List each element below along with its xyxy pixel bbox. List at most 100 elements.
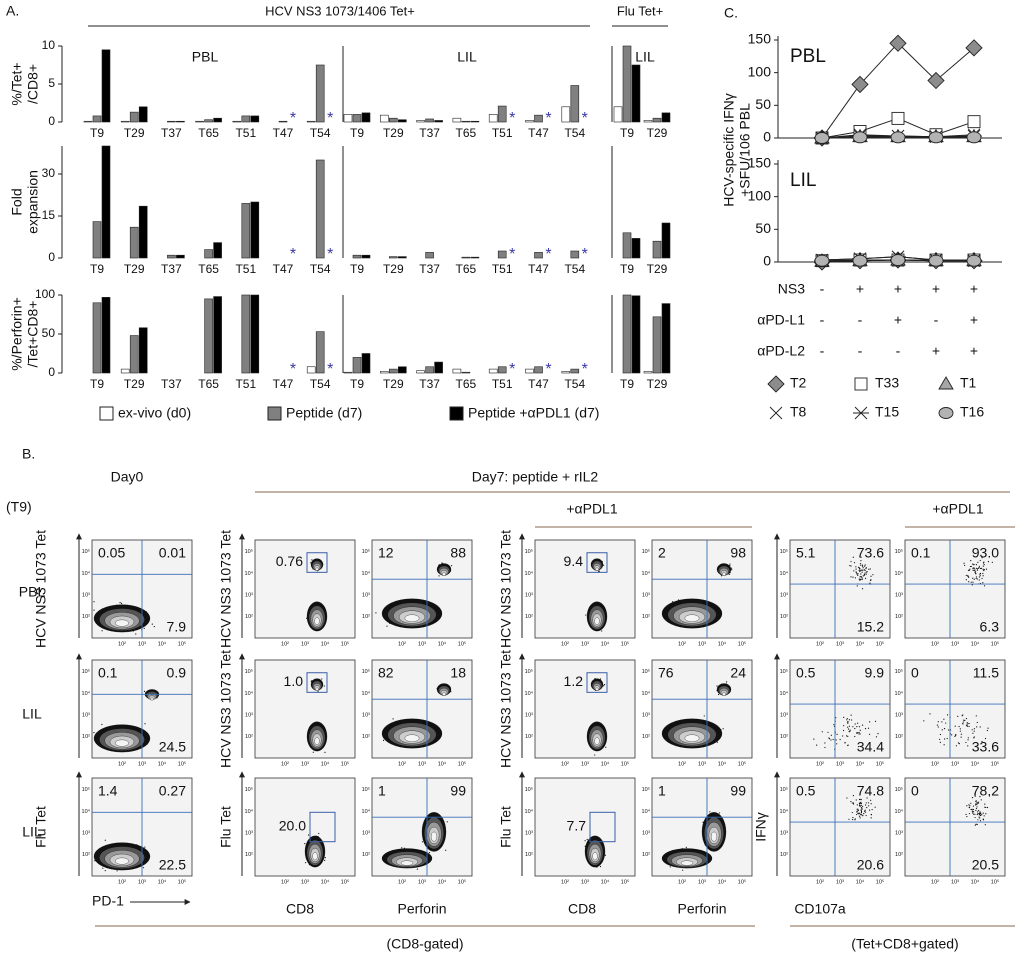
quadrant-value: 34.4: [857, 739, 884, 755]
quadrant-value: 20.5: [972, 857, 999, 873]
event-dot: [824, 746, 826, 749]
event-dot: [144, 846, 146, 848]
marker: [928, 131, 944, 144]
event-dot: [973, 811, 975, 813]
event-dot: [991, 561, 993, 563]
x-tick-label: T37: [161, 377, 182, 391]
event-dot: [852, 795, 855, 797]
event-dot: [716, 685, 718, 687]
quadrant-value: 7.9: [167, 619, 187, 635]
event-dot: [304, 843, 306, 845]
event-dot: [869, 733, 871, 735]
x-tick-label: 10⁵: [621, 760, 629, 767]
x-tick-label: 10⁴: [158, 760, 167, 767]
event-dot: [981, 814, 983, 816]
x-tick-label: T37: [419, 377, 440, 391]
event-dot: [860, 578, 862, 581]
event-dot: [852, 802, 855, 804]
bar: [101, 145, 111, 259]
gate-value: 20.0: [279, 818, 306, 834]
event-dot: [603, 564, 605, 566]
event-dot: [968, 581, 970, 583]
event-dot: [978, 814, 981, 816]
y-axis-label: IFNγ: [753, 812, 769, 842]
event-dot: [866, 571, 868, 573]
event-dot: [851, 802, 853, 804]
condition-label: αPD-L1: [757, 312, 805, 328]
event-dot: [392, 718, 394, 720]
event-dot: [310, 562, 312, 564]
event-dot: [864, 809, 866, 811]
event-dot: [970, 565, 972, 568]
marker: [814, 132, 830, 144]
y-tick-label: 10⁵: [642, 548, 650, 555]
event-dot: [941, 729, 943, 731]
x-tick-label: 10³: [951, 879, 959, 885]
event-dot: [979, 811, 981, 813]
x-tick-label: T37: [419, 262, 440, 276]
quadrant-value: 76: [658, 665, 674, 681]
density-contour: [594, 737, 600, 745]
density-contour: [115, 857, 129, 865]
event-dot: [856, 808, 858, 810]
event-dot: [860, 556, 862, 558]
x-tick-label: T65: [198, 377, 219, 391]
event-dot: [982, 572, 984, 575]
x-tick-label: 10²: [561, 641, 569, 647]
bar: [488, 114, 498, 123]
event-dot: [974, 804, 977, 806]
y-tick-label: 10²: [642, 614, 650, 620]
event-dot: [856, 726, 858, 728]
event-dot: [856, 804, 858, 806]
event-dot: [852, 803, 855, 805]
x-tick-label: 10²: [561, 761, 569, 767]
event-dot: [858, 813, 860, 815]
event-dot: [962, 714, 964, 716]
bar: [278, 120, 288, 123]
event-dot: [102, 867, 104, 869]
event-dot: [969, 805, 971, 807]
event-dot: [977, 561, 979, 563]
x-tick-label: 10⁴: [321, 760, 330, 767]
event-dot: [962, 721, 964, 723]
x-tick-label: 10⁵: [621, 878, 629, 885]
event-dot: [965, 724, 968, 726]
bar: [416, 370, 425, 374]
condition-label: NS3: [778, 281, 805, 297]
density-contour: [315, 687, 319, 691]
y-tick-label: 10⁴: [362, 570, 371, 577]
x-tick-label: 10⁴: [971, 878, 980, 885]
event-dot: [976, 578, 978, 580]
event-dot: [729, 563, 731, 565]
event-dot: [974, 813, 976, 815]
x-tick-label: T65: [456, 377, 477, 391]
quadrant-value: 11.5: [973, 665, 999, 681]
bar: [213, 296, 222, 374]
x-tick-label: 10³: [581, 761, 589, 767]
y-axis-label: %/Perforin+: [9, 297, 25, 371]
bar: [83, 120, 93, 123]
event-dot: [978, 576, 980, 578]
bar: [534, 252, 543, 259]
bar: [213, 242, 222, 259]
event-dot: [726, 681, 728, 683]
quadrant-value: 0.5: [796, 783, 816, 799]
x-tick-label: 10⁵: [178, 640, 186, 647]
event-dot: [954, 725, 956, 727]
quadrant-value: 0.9: [167, 665, 187, 681]
y-tick-label: 10²: [895, 734, 903, 740]
event-dot: [986, 729, 988, 732]
event-dot: [861, 571, 863, 573]
event-dot: [946, 714, 949, 716]
bar: [397, 366, 407, 374]
y-tick-label: 10⁴: [525, 570, 534, 577]
event-dot: [971, 584, 973, 586]
event-dot: [978, 566, 980, 569]
event-dot: [847, 735, 849, 737]
x-tick-label: 10⁵: [876, 760, 884, 767]
bar: [643, 371, 653, 374]
y-tick-label: 10⁴: [362, 690, 371, 697]
event-dot: [980, 799, 982, 801]
event-dot: [966, 815, 968, 818]
plot-frame: [534, 777, 636, 877]
